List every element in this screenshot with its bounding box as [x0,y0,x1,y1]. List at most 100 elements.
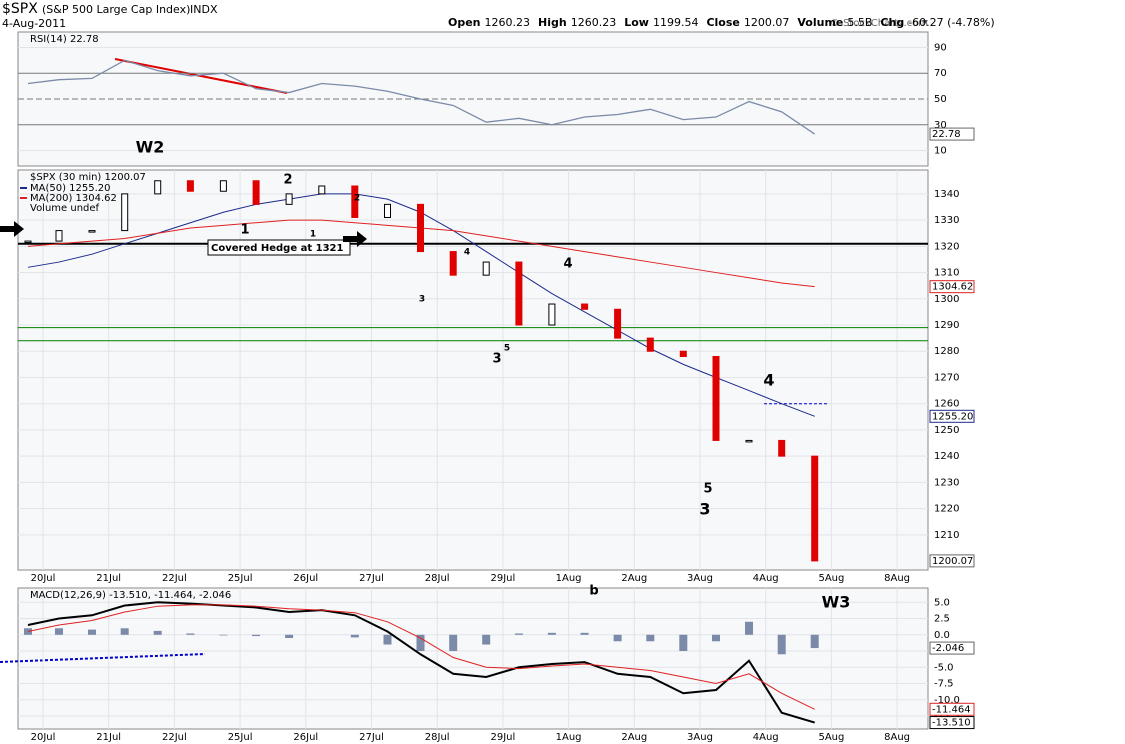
x-tick-label: 1Aug [556,573,582,584]
candle-body [252,180,260,205]
x-tick-label: 20Jul [31,573,56,584]
wave-label: b [589,584,598,599]
price-panel [17,169,929,571]
wave-label: 3 [492,352,501,367]
value-tag-label: -11.464 [932,704,971,715]
panel-title: $SPX (30 min) 1200.07 [30,172,146,183]
x-tick-label: 20Jul [31,732,56,743]
symbol: $SPX [2,1,38,17]
x-tick-label: 2Aug [621,573,647,584]
histogram-bar [350,634,359,638]
histogram-bar [777,634,786,655]
quote-value: 5.5B [847,16,872,29]
candle-body [285,193,293,205]
wave-label: 3 [419,295,425,305]
histogram-bar [55,628,63,635]
wave-label: 2 [283,173,292,188]
histogram-bar [416,634,425,652]
index-name: (S&P 500 Large Cap Index) [42,3,190,16]
x-tick-label: 4Aug [753,573,779,584]
value-tag-label: 1200.07 [932,556,973,567]
candle-body [548,303,556,326]
wave-label: 1 [310,230,316,240]
legend-label: MA(50) 1255.20 [30,183,111,194]
value-tag [929,280,975,294]
histogram-bar [285,634,294,639]
x-tick-label: 27Jul [359,732,384,743]
credit: © StockCharts.com [830,18,928,29]
histogram-bar [252,634,261,637]
candle-body [646,337,654,352]
x-tick-label: 4Aug [753,732,779,743]
candle-body [712,355,720,441]
y-tick-label: -7.5 [934,679,954,690]
y-tick-label: 10 [934,146,947,157]
candle-body [679,350,687,357]
series-line [27,604,815,710]
value-tag [929,554,975,568]
macd-panel [17,587,929,730]
candle-body [778,439,786,457]
value-tag-label: -2.046 [932,643,964,654]
value-tag [929,641,975,655]
arrow [0,221,24,237]
value-tag [929,127,975,141]
y-tick-label: 30 [934,120,947,131]
histogram-bar [482,634,491,645]
quote-label: Low [624,16,649,29]
series-line [27,601,815,724]
y-tick-label: 2.5 [934,614,950,625]
value-tag-label: 22.78 [932,129,961,140]
candle-body [351,185,359,218]
histogram-bar [712,634,720,642]
wave-label: 3 [699,500,710,519]
wave-label: 1 [240,223,249,238]
candle-body [318,185,326,195]
date: 4-Aug-2011 [2,17,66,30]
histogram-bar [219,634,228,636]
candle-body [449,251,457,276]
y-tick-label: 1280 [934,346,959,357]
histogram-bar [679,634,688,652]
x-tick-label: 22Jul [162,732,187,743]
candle-body [219,180,227,192]
histogram-bar [580,632,589,635]
histogram-bar [613,634,622,642]
x-tick-label: 28Jul [425,573,450,584]
y-tick-label: 1230 [934,477,959,488]
x-tick-label: 28Jul [425,732,450,743]
y-tick-label: 1300 [934,294,959,305]
x-tick-label: 25Jul [228,573,253,584]
y-tick-label: 1310 [934,268,959,279]
wave-label: 5 [703,482,712,497]
quote-label: Close [706,16,739,29]
y-tick-label: 90 [934,42,947,53]
arrow [343,231,367,247]
x-tick-label: 29Jul [491,732,516,743]
histogram-bar [810,634,819,649]
quote-value: 1260.23 [571,16,617,29]
histogram-bar [646,634,655,642]
candle-body [614,308,622,339]
exchange: INDX [190,3,218,16]
x-tick-label: 5Aug [818,573,844,584]
histogram-bar [120,628,129,635]
y-tick-label: 70 [934,68,947,79]
y-tick-label: 1340 [934,189,959,200]
x-tick-label: 1Aug [556,732,582,743]
wave-label: 5 [504,344,510,354]
candle-body [515,261,523,326]
candle-body [154,180,162,195]
candle-body [482,261,490,276]
dropdown-icon[interactable] [922,20,928,24]
histogram-bar [153,630,162,635]
x-tick-label: 3Aug [687,573,713,584]
x-tick-label: 2Aug [621,732,647,743]
candle-body [186,180,194,192]
candle-body [24,240,32,244]
y-tick-label: 1330 [934,215,959,226]
trend-line [114,58,288,94]
histogram-bar [514,633,523,635]
wave-label: 2 [354,194,360,204]
